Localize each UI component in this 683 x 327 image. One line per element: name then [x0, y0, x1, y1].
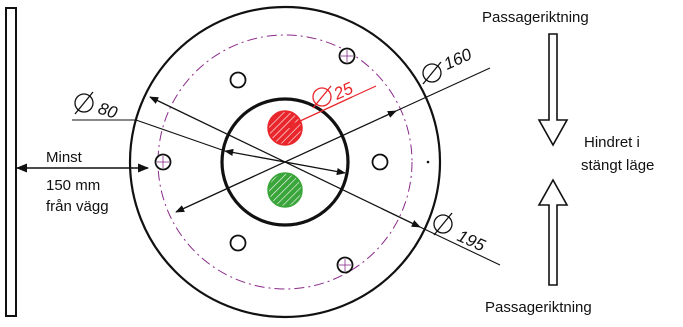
wall-note-line2: 150 mm	[46, 177, 100, 194]
dim-25-label: 25	[330, 78, 356, 104]
diameter-symbol-icon	[433, 212, 453, 236]
wall	[5, 7, 17, 317]
outer-plate-circle	[128, 5, 442, 319]
bottom-direction-label: Passageriktning	[485, 299, 592, 316]
wall-note-line1: Minst	[46, 149, 83, 166]
diameter-symbol-icon	[312, 85, 332, 109]
arrow-up-icon	[537, 178, 569, 286]
arrow-down-icon	[537, 33, 569, 147]
bolt-center-marks	[157, 50, 353, 271]
dim-195-line	[149, 96, 421, 228]
closed-state-line2: stängt läge	[581, 157, 654, 174]
top-direction-label: Passageriktning	[482, 9, 589, 26]
dim-160-label: 160	[441, 45, 475, 74]
dim-195-label: 195	[454, 226, 488, 255]
bolt-holes	[154, 47, 430, 274]
diameter-symbol-icon	[74, 91, 94, 115]
diameter-symbol-icon	[422, 61, 442, 85]
dim-80-label: 80	[96, 99, 120, 123]
wall-note-line3: från vägg	[46, 198, 109, 215]
closed-state-line1: Hindret i	[584, 134, 640, 151]
dim-25-line	[284, 96, 353, 129]
